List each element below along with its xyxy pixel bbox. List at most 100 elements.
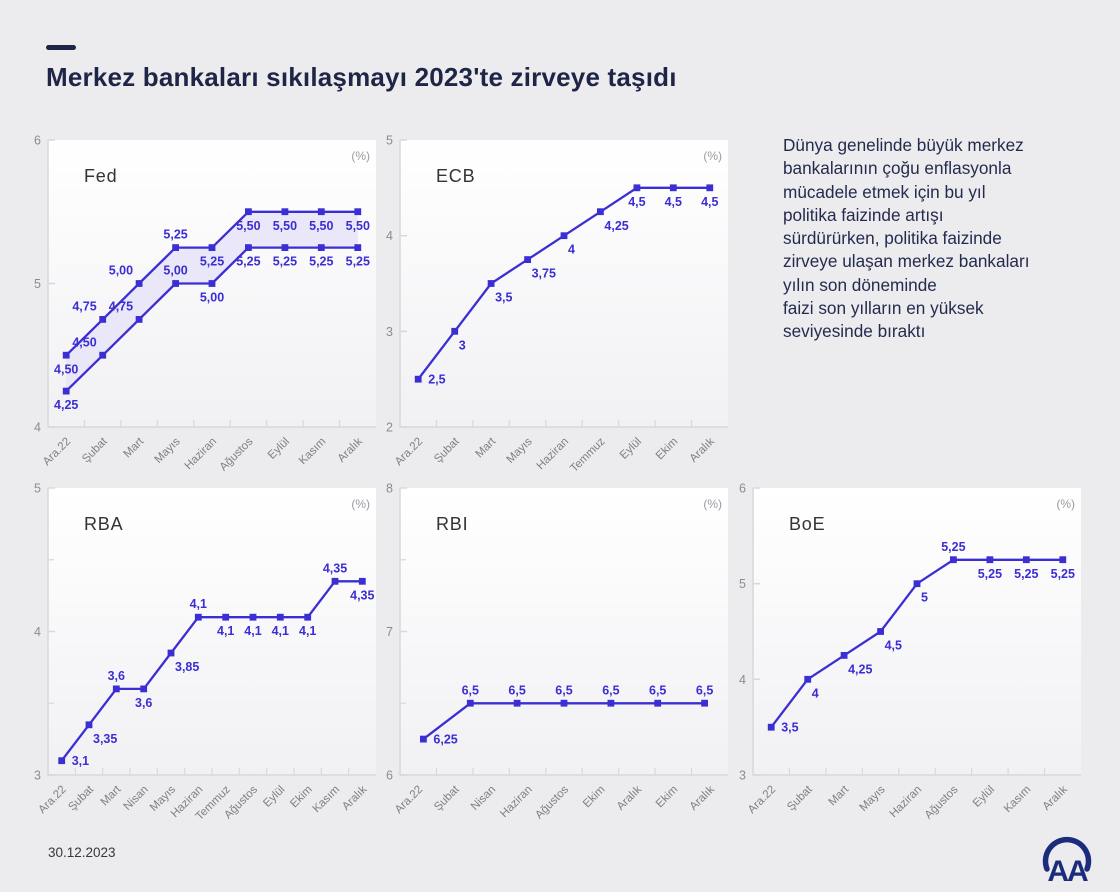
rba-marker (140, 685, 148, 693)
svg-text:Nisan: Nisan (122, 784, 151, 813)
svg-text:4: 4 (739, 673, 746, 687)
svg-text:Ağustos: Ağustos (533, 783, 571, 821)
fed-marker (99, 351, 107, 359)
boe-marker (840, 652, 848, 659)
fed-value-label: 5,50 (273, 219, 297, 233)
svg-text:Ara.22: Ara.22 (746, 784, 778, 816)
ecb-marker (669, 184, 677, 192)
boe-unit-label: (%) (1056, 497, 1075, 511)
svg-text:Ara.22: Ara.22 (393, 784, 425, 816)
svg-text:Kasım: Kasım (297, 436, 329, 468)
rba-value-label: 3,35 (93, 732, 117, 746)
fed-value-label: 5,25 (236, 255, 260, 269)
svg-text:Mart: Mart (473, 435, 498, 460)
svg-text:Eylül: Eylül (971, 784, 997, 810)
boe-value-label: 5,25 (1014, 567, 1038, 581)
fed-value-label: 5,50 (236, 219, 260, 233)
svg-text:Şubat: Şubat (432, 783, 462, 813)
rbi-value-label: 6,5 (649, 683, 666, 697)
rba-marker (58, 757, 66, 765)
chart-rba: 3 4 5 Ara.22 Şubat Mart Nisan Mayıs Haziran Temmu… (28, 481, 380, 827)
rbi-marker (701, 699, 708, 707)
boe-marker (804, 675, 812, 683)
rbi-value-label: 6,5 (555, 683, 572, 697)
ecb-value-label: 2,5 (428, 373, 445, 387)
fed-value-label: 4,25 (54, 398, 78, 412)
chart-boe: 3 4 5 6 Ara.22 Şubat Mart Mayıs Haziran Ağustos Ey… (733, 481, 1085, 827)
rbi-value-label: 6,5 (462, 683, 479, 697)
description-line: seviyesinde bıraktı (783, 321, 926, 342)
svg-text:6: 6 (386, 769, 393, 783)
rba-unit-label: (%) (351, 497, 370, 511)
svg-text:Haziran: Haziran (888, 784, 925, 821)
svg-text:Ara.22: Ara.22 (41, 436, 73, 468)
rba-title: RBA (84, 514, 123, 534)
fed-marker (172, 280, 179, 287)
svg-text:Ekim: Ekim (654, 436, 681, 463)
svg-text:Şubat: Şubat (80, 435, 110, 465)
ecb-value-label: 4,5 (665, 195, 682, 209)
boe-marker (877, 628, 884, 635)
boe-value-label: 5,25 (978, 567, 1002, 581)
fed-marker (62, 387, 70, 395)
aa-logo-letters: AA (1047, 855, 1088, 884)
fed-value-label: 4,75 (72, 299, 96, 313)
boe-value-label: 5,25 (1051, 567, 1075, 581)
svg-text:Mayıs: Mayıs (505, 435, 535, 465)
fed-value-label: 5,00 (109, 264, 133, 278)
rbi-title: RBI (436, 514, 468, 534)
ecb-marker (560, 232, 568, 240)
svg-text:6: 6 (739, 482, 746, 496)
fed-marker (317, 208, 325, 216)
fed-marker (317, 244, 325, 251)
ecb-value-label: 4 (568, 243, 575, 257)
svg-text:Haziran: Haziran (535, 436, 572, 473)
rba-marker (249, 613, 257, 621)
svg-text:Aralık: Aralık (688, 435, 717, 464)
fed-marker (208, 280, 216, 287)
svg-text:Kasım: Kasım (311, 784, 343, 816)
svg-text:Haziran: Haziran (183, 436, 220, 473)
rba-value-label: 4,1 (272, 624, 289, 638)
rbi-unit-label: (%) (703, 497, 722, 511)
svg-text:Ekim: Ekim (581, 784, 608, 811)
fed-value-label: 5,50 (309, 219, 333, 233)
ecb-value-label: 4,25 (604, 219, 628, 233)
svg-text:Aralık: Aralık (340, 783, 369, 812)
rbi-marker (560, 699, 568, 707)
svg-text:Mart: Mart (826, 783, 851, 808)
description-line: yılın son döneminde (783, 274, 937, 295)
svg-text:Ağustos: Ağustos (218, 435, 256, 473)
svg-text:Ekim: Ekim (654, 784, 681, 811)
svg-text:Şubat: Şubat (785, 783, 815, 813)
description-line: bankalarının çoğu enflasyonla (783, 158, 1012, 179)
boe-value-label: 5 (921, 591, 928, 605)
chart-fed: 4 5 6 Ara.22 Şubat Mart Mayıs Haziran Ağustos Eyl… (28, 133, 380, 479)
ecb-unit-label: (%) (703, 149, 722, 163)
ecb-marker (597, 208, 604, 216)
rba-value-label: 4,1 (190, 597, 207, 611)
fed-marker (208, 244, 216, 251)
svg-text:Mayıs: Mayıs (153, 435, 183, 465)
svg-text:Ağustos: Ağustos (923, 783, 961, 821)
ecb-marker (633, 184, 641, 192)
description-text: Dünya genelinde büyük merkez bankalarının… (783, 134, 1093, 344)
description-line: sürdürürken, politika faizinde (783, 228, 1002, 249)
fed-value-label: 5,50 (346, 219, 370, 233)
svg-text:5: 5 (34, 277, 41, 291)
svg-text:Ara.22: Ara.22 (393, 436, 425, 468)
fed-marker (135, 316, 143, 323)
fed-value-label: 5,00 (200, 291, 224, 305)
fed-marker (354, 244, 362, 251)
svg-text:Mayıs: Mayıs (858, 783, 888, 813)
svg-text:5: 5 (386, 134, 393, 148)
chart-ecb: 2 3 4 5 Ara.22 Şubat Mart Mayıs Haziran Temmuz Eyl… (380, 133, 732, 479)
boe-value-label: 4,5 (885, 639, 902, 653)
fed-value-label: 5,25 (273, 255, 297, 269)
rba-marker (85, 721, 93, 729)
rba-marker (358, 577, 366, 585)
